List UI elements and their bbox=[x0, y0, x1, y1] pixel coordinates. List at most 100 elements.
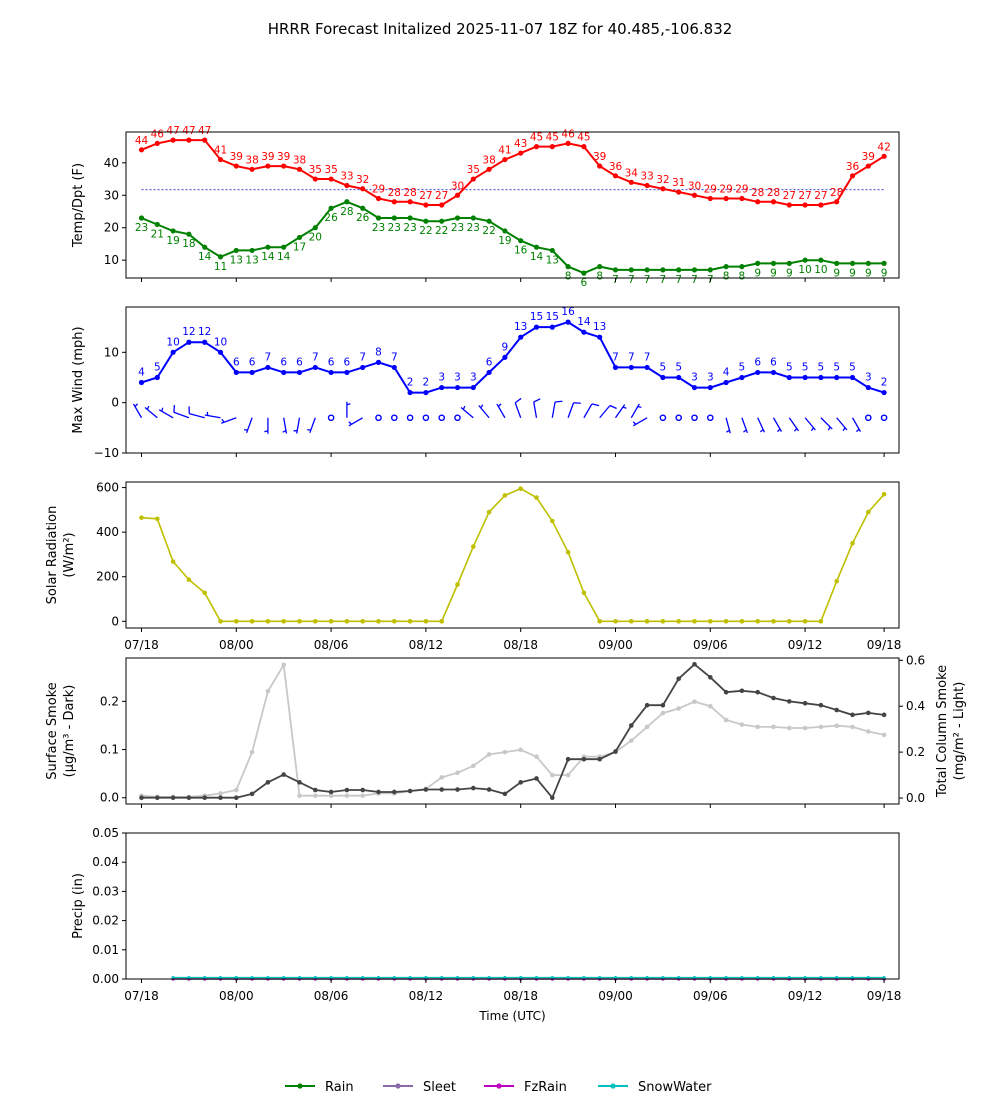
temperature-data-label: 43 bbox=[514, 138, 527, 150]
wind-barb bbox=[221, 417, 237, 424]
y-tick-label: 600 bbox=[96, 481, 119, 495]
precip-snowwater-point bbox=[771, 975, 776, 980]
wind-barb-flag bbox=[793, 427, 798, 432]
precip-snowwater-point bbox=[740, 975, 744, 980]
temperature-data-label: 41 bbox=[498, 145, 511, 157]
wind-barb bbox=[820, 417, 833, 431]
wind-barb-flag bbox=[161, 407, 164, 412]
wind-barb-calm bbox=[675, 414, 683, 422]
wind-barb-calm bbox=[406, 414, 414, 422]
panel-precip: 07/18 08/00 08/06 08/12 08/18 09/00 09/06 09/12… bbox=[71, 826, 901, 1003]
temperature-point bbox=[423, 202, 429, 208]
max-wind-data-label: 5 bbox=[802, 361, 809, 373]
y-tick-label: −10 bbox=[94, 446, 119, 460]
temperature-point bbox=[138, 147, 145, 153]
max-wind-point bbox=[818, 374, 824, 381]
y-axis-label-line: Surface Smoke bbox=[45, 682, 60, 780]
max-wind-point bbox=[138, 379, 145, 386]
surface-smoke-point bbox=[597, 756, 602, 762]
max-wind-point bbox=[439, 384, 445, 391]
total-column-smoke-point bbox=[676, 706, 681, 711]
dewpoint-point bbox=[249, 247, 255, 254]
wind-barb bbox=[533, 398, 541, 418]
surface-smoke-point bbox=[739, 688, 745, 694]
temperature-point bbox=[597, 163, 603, 169]
max-wind-point bbox=[154, 374, 160, 381]
dewpoint-point bbox=[344, 199, 350, 205]
dewpoint-line bbox=[141, 200, 885, 275]
wind-barb-flag bbox=[743, 429, 747, 433]
surface-smoke-point bbox=[613, 749, 618, 754]
dewpoint-point bbox=[834, 260, 840, 266]
max-wind-point bbox=[502, 354, 508, 360]
y-axis-label-line: Solar Radiation bbox=[45, 506, 60, 605]
x-tick-label: 08/00 bbox=[219, 989, 254, 1003]
total-column-smoke-point bbox=[439, 775, 445, 780]
max-wind-data-label: 7 bbox=[359, 351, 366, 363]
wind-barb-flag bbox=[810, 427, 814, 432]
dewpoint-point bbox=[170, 228, 176, 234]
precip-snowwater-point bbox=[629, 975, 633, 980]
solar-radiation-point bbox=[771, 619, 776, 624]
surface-smoke-point bbox=[486, 787, 492, 792]
temperature-point bbox=[202, 137, 208, 143]
wind-barb-flag bbox=[609, 404, 617, 410]
precip-snowwater-point bbox=[329, 975, 333, 980]
precip-snowwater-point bbox=[566, 975, 570, 980]
dewpoint-data-label: 11 bbox=[214, 261, 227, 273]
surface-smoke-point bbox=[834, 707, 839, 713]
total-column-smoke-point bbox=[850, 724, 855, 730]
max-wind-point bbox=[296, 369, 303, 376]
wind-barb-calm bbox=[707, 414, 714, 422]
x-tick-label: 07/18 bbox=[124, 989, 159, 1003]
max-wind-data-label: 5 bbox=[675, 361, 682, 373]
surface-smoke-point bbox=[518, 780, 523, 785]
precip-snowwater-point bbox=[171, 975, 175, 980]
surface-smoke-point bbox=[692, 661, 697, 667]
precip-snowwater-point bbox=[503, 975, 507, 980]
surface-smoke-point bbox=[202, 795, 207, 801]
surface-smoke-point bbox=[297, 780, 302, 785]
y-tick-label: 0.0 bbox=[100, 791, 119, 805]
wind-barb bbox=[804, 417, 816, 432]
total-column-smoke-point bbox=[360, 793, 366, 799]
max-wind-point bbox=[691, 384, 698, 391]
solar-radiation-point bbox=[739, 619, 745, 624]
dewpoint-point bbox=[312, 225, 318, 231]
total-column-smoke-point bbox=[629, 738, 634, 743]
precip-snowwater-point bbox=[455, 975, 460, 980]
temperature-point bbox=[312, 176, 318, 182]
total-column-smoke-point bbox=[644, 724, 650, 730]
wind-barb-flag bbox=[591, 403, 600, 407]
temperature-point bbox=[802, 202, 808, 208]
wind-barb bbox=[551, 400, 563, 418]
precip-snowwater-point bbox=[471, 975, 475, 980]
max-wind-data-label: 5 bbox=[849, 361, 856, 373]
dewpoint-data-label: 10 bbox=[814, 264, 827, 276]
dewpoint-data-label: 9 bbox=[833, 267, 840, 279]
dewpoint-point bbox=[691, 267, 698, 273]
max-wind-point bbox=[881, 389, 887, 396]
precip-snowwater-point bbox=[708, 975, 712, 980]
dewpoint-point bbox=[786, 260, 792, 266]
temperature-data-label: 34 bbox=[625, 167, 639, 179]
dewpoint-point bbox=[628, 267, 634, 273]
temperature-point bbox=[470, 176, 476, 182]
temperature-data-label: 45 bbox=[577, 132, 590, 144]
dewpoint-data-label: 9 bbox=[849, 267, 856, 279]
plot-frame bbox=[125, 131, 900, 279]
solar-radiation-point bbox=[297, 619, 302, 624]
temperature-point bbox=[154, 140, 160, 146]
max-wind-point bbox=[597, 334, 603, 340]
total-column-smoke-point bbox=[218, 791, 223, 796]
dewpoint-data-label: 9 bbox=[865, 267, 872, 279]
precip-snowwater-point bbox=[803, 975, 807, 980]
max-wind-point bbox=[786, 374, 792, 381]
dewpoint-data-label: 9 bbox=[770, 267, 777, 279]
temperature-data-label: 30 bbox=[688, 180, 701, 192]
surface-smoke-point bbox=[234, 795, 239, 801]
precip-snowwater-point bbox=[866, 975, 870, 980]
surface-smoke-point bbox=[676, 676, 681, 682]
solar-radiation-point bbox=[787, 619, 792, 624]
